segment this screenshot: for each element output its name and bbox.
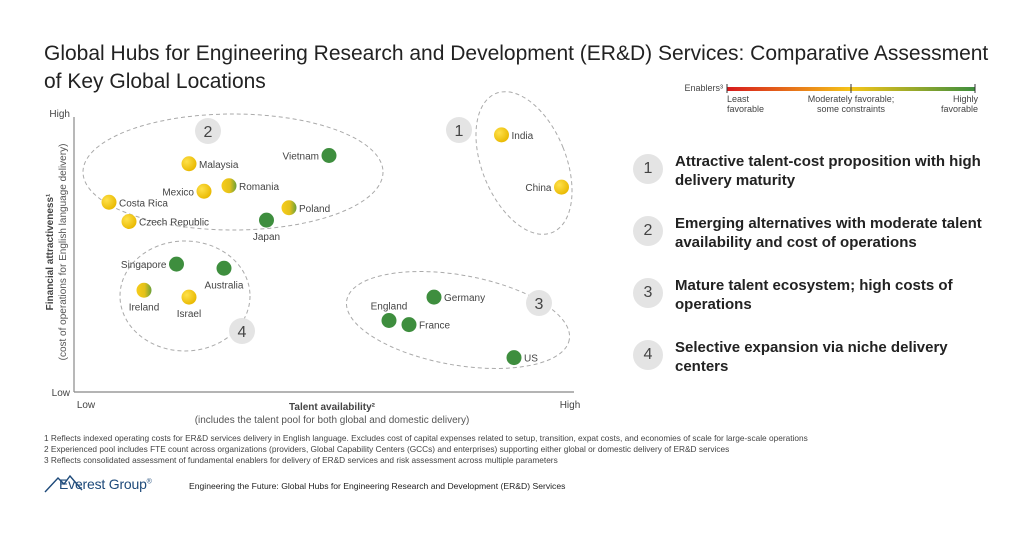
point-ireland (136, 282, 152, 298)
cluster-4-outline (119, 240, 251, 352)
point-poland (281, 200, 297, 216)
x-axis-label: Talent availability² (289, 402, 376, 413)
point-label-germany: Germany (444, 293, 485, 304)
point-label-australia: Australia (205, 280, 244, 291)
footer-brand: Everest Group® Engineering the Future: G… (44, 472, 584, 496)
legend-text-3: Mature talent ecosystem; high costs of o… (675, 277, 953, 313)
point-label-us: US (524, 354, 538, 365)
everest-logo-icon (44, 474, 83, 493)
point-label-india: India (512, 131, 534, 142)
enablers-moderate-label: Moderately favorable; some constraints (808, 94, 895, 114)
footnote-3: 3 Reflects consolidated assessment of fu… (44, 455, 558, 465)
x-tick-high: High (560, 400, 581, 411)
legend-num-4: 4 (633, 340, 663, 370)
footnote-1: 1 Reflects indexed operating costs for E… (44, 433, 808, 443)
y-axis-label: Financial attractiveness¹ (45, 193, 56, 310)
point-england (381, 313, 397, 328)
point-vietnam (321, 148, 337, 163)
cluster-badge-2: 2 (195, 118, 221, 144)
enablers-key-title: Enablers³ (684, 83, 723, 93)
point-label-singapore: Singapore (121, 260, 167, 271)
x-axis-sublabel: (includes the talent pool for both globa… (195, 415, 470, 426)
legend-text-4: Selective expansion via niche delivery c… (675, 339, 948, 375)
point-france (401, 317, 417, 333)
x-tick-low: Low (77, 400, 96, 411)
point-mexico (196, 183, 212, 199)
point-germany (426, 289, 442, 305)
legend-item-3: 3 Mature talent ecosystem; high costs of… (633, 276, 993, 316)
point-us (506, 350, 522, 366)
point-label-costa-rica: Costa Rica (119, 198, 168, 209)
cluster-badge-1: 1 (446, 117, 472, 143)
report-title: Engineering the Future: Global Hubs for … (189, 481, 566, 491)
footnote-2: 2 Experienced pool includes FTE count ac… (44, 444, 730, 454)
y-tick-high: High (49, 109, 70, 120)
cluster-1-outline (475, 91, 573, 235)
cluster-badge-1-label: 1 (455, 123, 464, 140)
legend-text-1: Attractive talent-cost proposition with … (675, 153, 981, 189)
point-label-israel: Israel (177, 309, 201, 320)
enablers-key: Enablers³ Least favorable Moderately favo… (684, 83, 978, 114)
point-malaysia (181, 156, 197, 172)
point-india (494, 127, 509, 143)
point-label-mexico: Mexico (162, 187, 194, 198)
legend-num-3: 3 (633, 278, 663, 308)
page-title: Global Hubs for Engineering Research and… (44, 42, 989, 93)
point-label-poland: Poland (299, 204, 330, 215)
point-label-vietnam: Vietnam (282, 152, 319, 163)
scatter-chart: 1 2 3 4 High Low Low High Talent availab… (45, 83, 978, 426)
cluster-badge-4: 4 (229, 318, 255, 344)
point-label-romania: Romania (239, 182, 279, 193)
point-czech-republic (121, 214, 137, 229)
point-singapore (169, 256, 184, 272)
enablers-high-label: Highly favorable (941, 94, 979, 114)
cluster-group (82, 91, 573, 369)
point-label-china: China (525, 183, 552, 194)
legend-num-2: 2 (633, 216, 663, 246)
enablers-least-label: Least favorable (727, 94, 764, 114)
legend-text-2: Emerging alternatives with moderate tale… (675, 215, 982, 251)
legend-num-1: 1 (633, 154, 663, 184)
point-label-czech-republic: Czech Republic (139, 218, 209, 229)
point-china (554, 179, 569, 195)
legend-item-4: 4 Selective expansion via niche delivery… (633, 338, 993, 378)
point-label-malaysia: Malaysia (199, 160, 239, 171)
point-label-france: France (419, 321, 451, 332)
y-axis-sublabel: (cost of operations for English language… (58, 144, 69, 361)
cluster-badge-3: 3 (526, 290, 552, 316)
point-label-japan: Japan (253, 232, 280, 243)
cluster-badge-4-label: 4 (238, 324, 247, 341)
legend-item-2: 2 Emerging alternatives with moderate ta… (633, 214, 993, 254)
point-australia (216, 260, 232, 276)
cluster-3-outline (345, 271, 571, 369)
cluster-badge-2-label: 2 (204, 124, 213, 141)
cluster-2-outline (82, 113, 384, 231)
point-costa-rica (101, 194, 117, 210)
y-tick-low: Low (52, 388, 71, 399)
legend-item-1: 1 Attractive talent-cost proposition wit… (633, 152, 993, 192)
point-japan (259, 212, 274, 228)
point-israel (181, 289, 197, 305)
brand-name: Everest Group® (59, 476, 152, 492)
cluster-badge-3-label: 3 (535, 296, 544, 313)
point-label-ireland: Ireland (129, 302, 160, 313)
point-romania (221, 178, 237, 194)
footnotes: 1 Reflects indexed operating costs for E… (44, 433, 1004, 466)
point-label-england: England (371, 302, 408, 313)
